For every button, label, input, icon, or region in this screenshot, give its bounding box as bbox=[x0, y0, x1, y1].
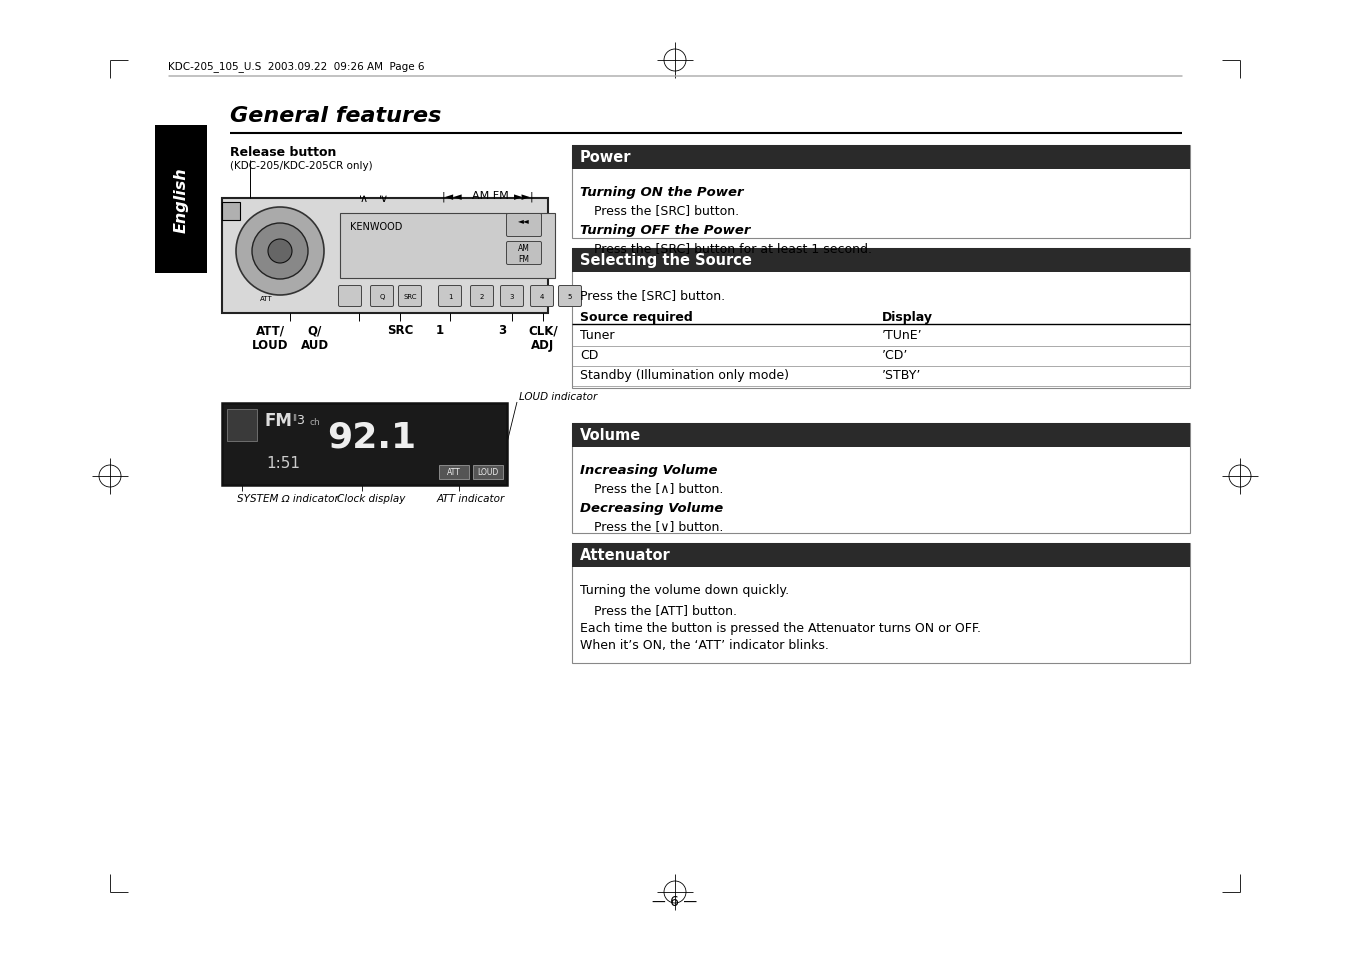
Text: ∨: ∨ bbox=[380, 193, 388, 204]
FancyBboxPatch shape bbox=[507, 214, 542, 237]
Text: SYSTEM Ω indicator: SYSTEM Ω indicator bbox=[236, 494, 339, 503]
Text: Q: Q bbox=[380, 294, 385, 299]
Bar bbox=[571, 423, 1190, 534]
FancyBboxPatch shape bbox=[558, 286, 581, 307]
Text: Press the [SRC] button.: Press the [SRC] button. bbox=[594, 204, 739, 216]
Bar bbox=[571, 249, 1190, 389]
Text: SRC: SRC bbox=[386, 324, 413, 336]
Text: Increasing Volume: Increasing Volume bbox=[580, 463, 717, 476]
Bar bbox=[571, 249, 1190, 273]
Text: ’STBY’: ’STBY’ bbox=[882, 369, 921, 381]
Text: Decreasing Volume: Decreasing Volume bbox=[580, 501, 723, 515]
FancyBboxPatch shape bbox=[507, 242, 542, 265]
Text: Press the [∧] button.: Press the [∧] button. bbox=[594, 481, 723, 495]
Text: ch: ch bbox=[309, 417, 320, 427]
FancyBboxPatch shape bbox=[500, 286, 523, 307]
Text: Turning ON the Power: Turning ON the Power bbox=[580, 186, 743, 199]
Text: SRC: SRC bbox=[403, 294, 416, 299]
Bar bbox=[571, 543, 1190, 663]
Text: 1: 1 bbox=[447, 294, 453, 299]
Text: Turning OFF the Power: Turning OFF the Power bbox=[580, 224, 750, 236]
Text: General features: General features bbox=[230, 106, 442, 126]
Text: ’TUnE’: ’TUnE’ bbox=[882, 329, 923, 341]
Text: ATT: ATT bbox=[259, 295, 273, 302]
Text: Press the [SRC] button.: Press the [SRC] button. bbox=[580, 289, 725, 302]
Text: 2: 2 bbox=[480, 294, 484, 299]
FancyBboxPatch shape bbox=[339, 286, 362, 307]
Text: ’CD’: ’CD’ bbox=[882, 349, 908, 361]
Text: Q/
AUD: Q/ AUD bbox=[301, 324, 330, 352]
Text: 1: 1 bbox=[436, 324, 444, 336]
Bar bbox=[222, 403, 507, 485]
Text: AM FM: AM FM bbox=[471, 191, 509, 201]
Text: Each time the button is pressed the Attenuator turns ON or OFF.: Each time the button is pressed the Atte… bbox=[580, 621, 981, 635]
Text: Standby (Illumination only mode): Standby (Illumination only mode) bbox=[580, 369, 789, 381]
Text: (KDC-205/KDC-205CR only): (KDC-205/KDC-205CR only) bbox=[230, 161, 373, 171]
Text: AM
FM: AM FM bbox=[517, 244, 530, 263]
Bar bbox=[571, 146, 1190, 239]
Text: CLK/
ADJ: CLK/ ADJ bbox=[528, 324, 558, 352]
Text: II: II bbox=[292, 414, 297, 422]
Text: Tuner: Tuner bbox=[580, 329, 615, 341]
Bar bbox=[439, 465, 469, 479]
Bar bbox=[227, 410, 257, 441]
Text: Power: Power bbox=[580, 151, 631, 165]
Text: KENWOOD: KENWOOD bbox=[350, 222, 403, 232]
Bar bbox=[571, 543, 1190, 567]
Text: Source required: Source required bbox=[580, 311, 693, 324]
Text: |◄◄: |◄◄ bbox=[442, 191, 462, 201]
Text: LOUD: LOUD bbox=[477, 468, 499, 477]
Circle shape bbox=[236, 208, 324, 295]
Circle shape bbox=[267, 240, 292, 264]
Text: Volume: Volume bbox=[580, 428, 642, 443]
Bar bbox=[473, 465, 503, 479]
Text: Display: Display bbox=[882, 311, 934, 324]
Text: Press the [SRC] button for at least 1 second.: Press the [SRC] button for at least 1 se… bbox=[594, 242, 871, 254]
Bar bbox=[571, 423, 1190, 448]
Bar bbox=[571, 146, 1190, 170]
Text: 5: 5 bbox=[567, 294, 573, 299]
Text: — 6 —: — 6 — bbox=[653, 894, 697, 908]
Text: ►►|: ►►| bbox=[513, 191, 535, 201]
Text: 92.1: 92.1 bbox=[327, 419, 416, 454]
Text: FM: FM bbox=[263, 412, 292, 430]
Text: KDC-205_105_U.S  2003.09.22  09:26 AM  Page 6: KDC-205_105_U.S 2003.09.22 09:26 AM Page… bbox=[168, 61, 424, 71]
Text: Turning the volume down quickly.: Turning the volume down quickly. bbox=[580, 583, 789, 597]
Text: ◄◄: ◄◄ bbox=[519, 216, 530, 235]
Text: ATT: ATT bbox=[447, 468, 461, 477]
FancyBboxPatch shape bbox=[399, 286, 422, 307]
Text: Press the [∨] button.: Press the [∨] button. bbox=[594, 519, 723, 533]
FancyBboxPatch shape bbox=[370, 286, 393, 307]
FancyBboxPatch shape bbox=[531, 286, 554, 307]
Text: English: English bbox=[173, 167, 189, 233]
Circle shape bbox=[253, 224, 308, 280]
Bar bbox=[340, 213, 555, 278]
Text: 4: 4 bbox=[540, 294, 544, 299]
Text: 1:51: 1:51 bbox=[266, 456, 300, 471]
Text: 3: 3 bbox=[296, 414, 304, 427]
Text: Press the [ATT] button.: Press the [ATT] button. bbox=[594, 603, 738, 617]
FancyBboxPatch shape bbox=[439, 286, 462, 307]
Bar bbox=[155, 126, 207, 274]
Text: CD: CD bbox=[580, 349, 598, 361]
Text: Release button: Release button bbox=[230, 146, 336, 159]
Text: 3: 3 bbox=[509, 294, 515, 299]
Text: ATT indicator: ATT indicator bbox=[436, 494, 505, 503]
Text: ATT/
LOUD: ATT/ LOUD bbox=[251, 324, 288, 352]
Text: LOUD indicator: LOUD indicator bbox=[519, 392, 597, 401]
Bar bbox=[222, 199, 549, 314]
FancyBboxPatch shape bbox=[470, 286, 493, 307]
Text: Selecting the Source: Selecting the Source bbox=[580, 253, 753, 268]
Text: ∧: ∧ bbox=[359, 193, 367, 204]
Text: Clock display: Clock display bbox=[336, 494, 405, 503]
Text: When it’s ON, the ‘ATT’ indicator blinks.: When it’s ON, the ‘ATT’ indicator blinks… bbox=[580, 639, 830, 651]
Text: 3: 3 bbox=[499, 324, 507, 336]
Bar bbox=[222, 203, 240, 221]
Text: Attenuator: Attenuator bbox=[580, 548, 670, 563]
